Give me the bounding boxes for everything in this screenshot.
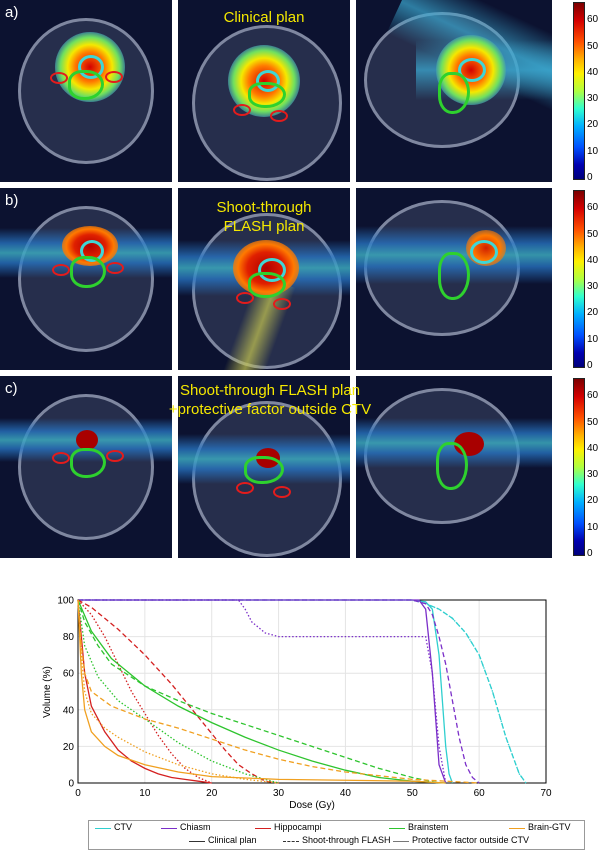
title-shoot-through-line2: FLASH plan [223, 218, 305, 235]
legend-label-ctv: CTV [114, 822, 132, 832]
colorbar-tick-label: 50 [587, 228, 599, 240]
x-tick-label: 0 [75, 788, 81, 799]
dvh-line-brain-gtv-dashed [77, 599, 480, 784]
panel-c-coronal [0, 376, 172, 558]
panel-c-sagittal [356, 376, 552, 558]
colorbar-tick-label: 20 [587, 495, 599, 507]
panel-a-sagittal [356, 0, 552, 182]
colorbar-c [573, 378, 585, 556]
y-axis-label: Volume (%) [42, 666, 53, 718]
panel-b-sagittal [356, 188, 552, 370]
colorbar-tick-label: 10 [587, 333, 599, 345]
dvh-line-hippocampi-solid [77, 599, 212, 784]
dvh-line-brain-gtv-solid [77, 599, 446, 784]
title-protective-line1: Shoot-through FLASH plan [179, 382, 361, 399]
x-tick-label: 40 [340, 788, 352, 799]
legend-line-shoot-through [283, 841, 299, 842]
colorbar-b [573, 190, 585, 368]
row-label-b: b) [5, 192, 19, 209]
chart-legend: CTV Chiasm Hippocampi Brainstem Brain-GT… [88, 820, 585, 850]
title-shoot-through-line1: Shoot-through [216, 199, 312, 216]
legend-label-shoot-through: Shoot-through FLASH [302, 835, 391, 845]
colorbar-tick-label: 40 [587, 254, 599, 266]
legend-line-brainstem [389, 828, 405, 829]
y-tick-label: 0 [68, 779, 74, 790]
legend-label-protective: Protective factor outside CTV [412, 835, 530, 845]
colorbar-tick-label: 50 [587, 416, 599, 428]
x-tick-label: 50 [407, 788, 419, 799]
chart-grid [77, 599, 547, 784]
legend-line-clinical [189, 841, 205, 842]
panel-c-axial [178, 376, 350, 558]
legend-line-chiasm [161, 828, 177, 829]
panel-b-axial [178, 188, 350, 370]
legend-line-hippocampi [255, 828, 271, 829]
colorbar-tick-label: 0 [587, 548, 593, 559]
colorbar-tick-label: 60 [587, 390, 599, 402]
colorbar-tick-label: 30 [587, 93, 599, 105]
legend-label-brain-gtv: Brain-GTV [528, 822, 571, 832]
x-tick-label: 30 [273, 788, 285, 799]
row-label-a: a) [5, 4, 19, 21]
y-tick-label: 60 [63, 669, 75, 680]
x-tick-label: 60 [474, 788, 486, 799]
legend-label-hippocampi: Hippocampi [274, 822, 322, 832]
dvh-line-brainstem-dotted [77, 599, 279, 784]
panel-a-axial [178, 0, 350, 182]
y-tick-label: 40 [63, 705, 75, 716]
legend-label-clinical: Clinical plan [208, 835, 257, 845]
colorbar-tick-label: 40 [587, 66, 599, 78]
colorbar-tick-label: 60 [587, 14, 599, 26]
x-tick-label: 10 [139, 788, 151, 799]
dvh-line-ctv-dashed [78, 599, 527, 784]
dvh-line-chiasm-dashed [78, 599, 480, 784]
y-tick-label: 100 [57, 596, 74, 607]
chart-series [77, 599, 527, 784]
x-axis-label: Dose (Gy) [289, 800, 335, 811]
colorbar-tick-label: 60 [587, 202, 599, 214]
dvh-line-brainstem-dashed [77, 599, 440, 784]
colorbar-tick-label: 10 [587, 145, 599, 157]
colorbar-tick-label: 30 [587, 469, 599, 481]
x-tick-label: 70 [540, 788, 552, 799]
legend-label-brainstem: Brainstem [408, 822, 449, 832]
dvh-line-chiasm-dotted [78, 599, 447, 784]
x-tick-label: 20 [206, 788, 218, 799]
colorbar-tick-label: 0 [587, 172, 593, 183]
legend-line-ctv [95, 828, 111, 829]
colorbar-tick-label: 20 [587, 119, 599, 131]
colorbar-a [573, 2, 585, 180]
dvh-line-ctv-solid [78, 599, 454, 784]
panel-b-coronal [0, 188, 172, 370]
title-protective-line2: +protective factor outside CTV [168, 401, 372, 418]
colorbar-tick-label: 50 [587, 40, 599, 52]
legend-label-chiasm: Chiasm [180, 822, 211, 832]
plot-frame [77, 599, 547, 784]
colorbar-tick-label: 30 [587, 281, 599, 293]
colorbar-tick-label: 40 [587, 442, 599, 454]
colorbar-tick-label: 0 [587, 360, 593, 371]
colorbar-tick-label: 20 [587, 307, 599, 319]
legend-line-protective [393, 841, 409, 842]
dvh-line-brain-gtv-dotted [77, 599, 279, 784]
colorbar-tick-label: 10 [587, 521, 599, 533]
y-tick-labels: 0 20 40 60 80 100 [57, 596, 74, 790]
row-label-c: c) [5, 380, 18, 397]
x-tick-labels: 0 10 20 30 40 50 60 70 [75, 788, 552, 799]
legend-line-brain-gtv [509, 828, 525, 829]
y-tick-label: 80 [63, 632, 75, 643]
title-clinical-plan: Clinical plan [223, 9, 305, 26]
y-tick-label: 20 [63, 742, 75, 753]
dvh-chart: 0 10 20 30 40 50 60 70 0 20 40 60 80 100 Dose (Gy) V… [42, 596, 552, 812]
dvh-line-brainstem-solid [77, 599, 446, 784]
dvh-line-hippocampi-dashed [77, 599, 279, 784]
panel-a-coronal [0, 0, 172, 182]
dvh-line-chiasm-solid [78, 599, 447, 784]
